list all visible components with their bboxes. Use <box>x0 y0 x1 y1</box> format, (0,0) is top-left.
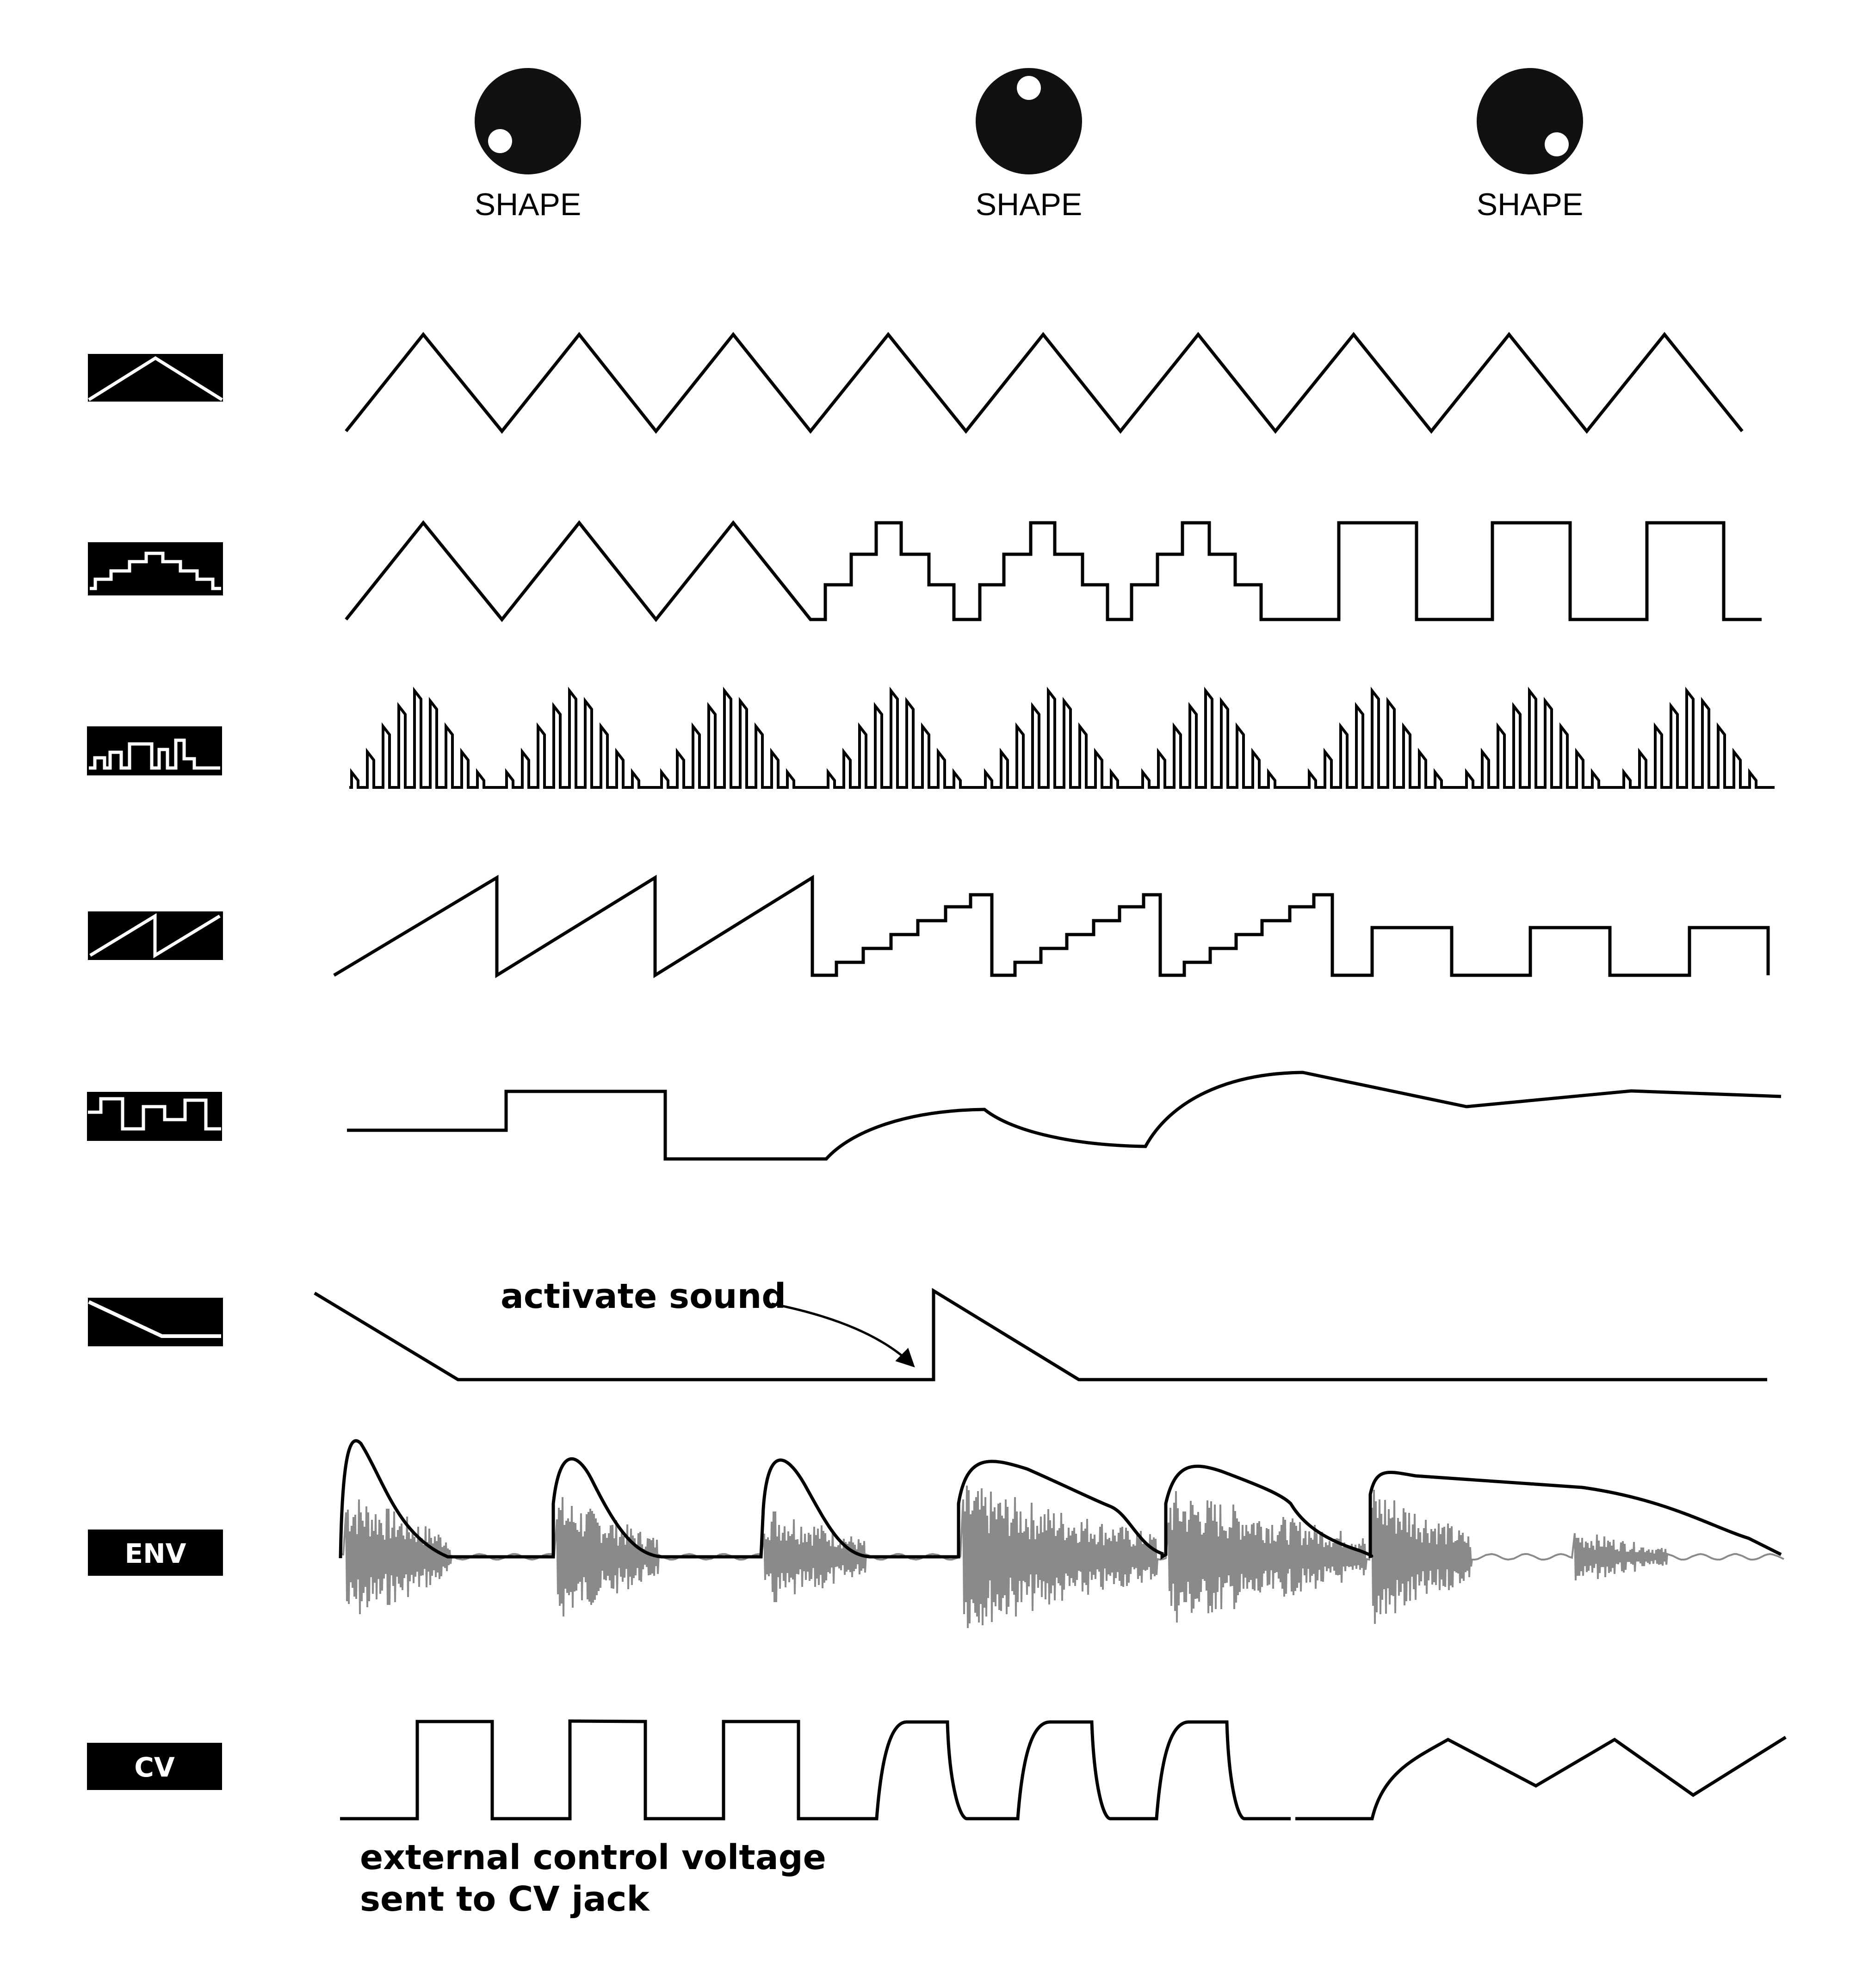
shape-knob-center: SHAPE <box>976 68 1083 222</box>
cv-wave <box>340 1719 1787 1821</box>
activate-sound-arrow <box>771 1302 915 1368</box>
knob-pointer-dot <box>488 129 512 153</box>
activate-sound-label: activate sound <box>501 1276 786 1316</box>
shape-knob-min: SHAPE <box>475 68 582 222</box>
decay-ramp-icon <box>88 1298 223 1346</box>
random-step-icon <box>87 1092 222 1141</box>
shape-knob-max: SHAPE <box>1477 68 1584 222</box>
knob-pointer-dot <box>1545 132 1569 156</box>
triangle-icon <box>88 354 223 402</box>
stepped-transition-wave <box>345 520 1762 622</box>
envelope-curve <box>339 1439 1782 1560</box>
env-badge: ENV <box>88 1530 223 1576</box>
knob-label: SHAPE <box>475 187 582 222</box>
knob-label: SHAPE <box>1477 187 1584 222</box>
cv-badge: CV <box>87 1743 222 1790</box>
sawtooth-icon <box>88 911 223 960</box>
env-badge-label: ENV <box>124 1538 186 1569</box>
sawtooth-transition-wave <box>333 874 1770 979</box>
random-smooth-wave <box>347 1071 1782 1161</box>
pulse-burst-icon <box>87 726 222 775</box>
decay-ramp-wave <box>314 1288 1767 1381</box>
triangle-wave <box>345 332 1744 434</box>
pulse-burst-wave <box>349 687 1775 789</box>
stepped-triangle-icon <box>88 542 223 595</box>
knob-pointer-dot <box>1017 76 1041 100</box>
external-cv-line2: sent to CV jack <box>360 1879 650 1919</box>
cv-badge-label: CV <box>134 1752 175 1783</box>
external-cv-line1: external control voltage <box>360 1838 826 1877</box>
knob-label: SHAPE <box>976 187 1083 222</box>
envelope-audio-signal <box>340 1485 1784 1629</box>
